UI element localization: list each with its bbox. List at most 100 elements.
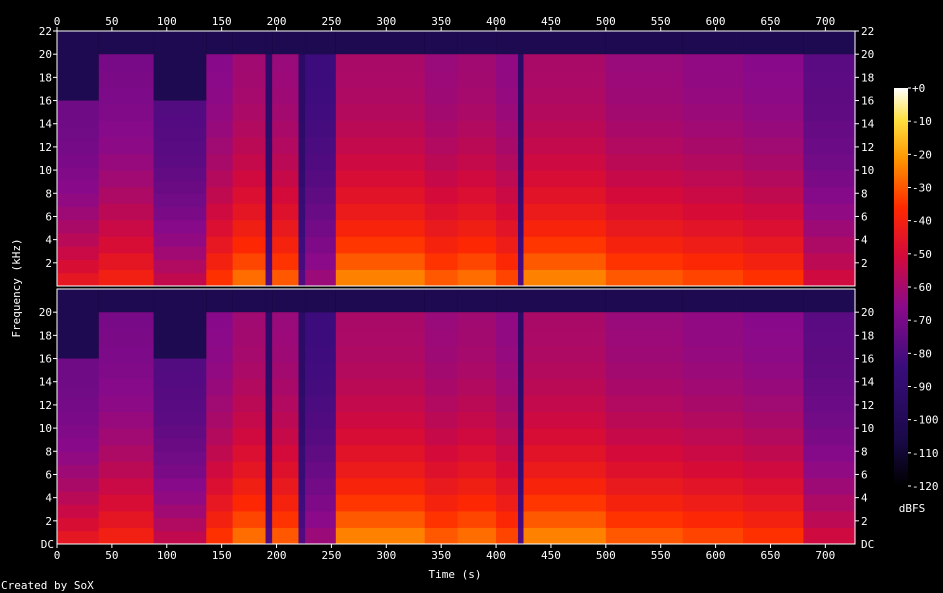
segment-band [682,186,744,204]
segment-band [803,70,856,88]
segment-band [335,87,426,105]
segment-band [232,461,267,479]
segment-band [232,87,267,105]
segment-band [518,428,525,446]
segment-band [496,328,519,346]
segment-band [335,312,426,330]
segment-13 [496,289,519,545]
segment-band [98,328,155,346]
segment-band [682,444,744,462]
segment-band [57,193,100,208]
segment-band [265,444,273,462]
segment-band [605,103,684,121]
y-tick-label-right: 18 [861,329,874,342]
segment-band [743,510,804,528]
segment-band [272,361,299,379]
segment-band [272,494,299,512]
segment-band [424,527,459,545]
colorbar [894,88,908,486]
segment-band [518,87,525,105]
segment-band [153,491,207,505]
segment-cutoff-region [743,31,804,55]
segment-band [298,494,306,512]
segment-cutoff-region [57,31,99,101]
segment-cutoff-region [424,289,458,313]
segment-band [457,394,497,413]
segment-band [57,272,100,287]
segment-band [682,54,744,72]
segment-band [272,527,299,545]
segment-band [743,394,804,413]
segment-16 [605,31,684,287]
segment-band [265,186,273,204]
segment-band [523,252,607,270]
x-tick-label-bottom: 450 [541,549,561,562]
segment-band [206,219,234,237]
segment-band [518,444,525,462]
segment-band [232,103,267,121]
segment-band [232,328,267,346]
segment-band [803,170,856,188]
segment-band [272,203,299,221]
segment-band [98,103,155,121]
segment-band [305,269,337,287]
segment-band [335,153,426,171]
segment-band [605,186,684,204]
segment-band [298,87,306,105]
segment-10 [335,31,426,287]
y-tick-label-right: 8 [861,187,868,200]
segment-band [496,236,519,254]
segment-band [457,252,497,270]
segment-band [682,103,744,121]
segment-18 [743,289,804,545]
segment-band [424,153,459,171]
colorbar-tick-label: -10 [912,115,932,128]
segment-band [265,170,273,188]
segment-12 [457,31,497,287]
segment-band [523,361,607,379]
segment-band [523,527,607,545]
segment-band [743,312,804,330]
segment-band [457,186,497,204]
segment-band [518,312,525,330]
segment-band [457,170,497,188]
segment-band [232,120,267,138]
segment-band [272,328,299,346]
segment-band [605,378,684,396]
x-tick-label-top: 650 [761,15,781,28]
segment-band [265,510,273,528]
segment-band [265,345,273,363]
segment-band [305,328,337,346]
segment-band [518,527,525,545]
segment-band [298,477,306,495]
segment-band [803,461,856,479]
colorbar-tick-label: -20 [912,148,932,161]
segment-band [496,252,519,270]
segment-band [424,510,459,528]
segment-band [803,494,856,512]
segment-band [743,361,804,379]
segment-band [496,87,519,105]
segment-band [682,312,744,330]
segment-band [57,219,100,234]
segment-6 [265,289,273,545]
segment-band [523,103,607,121]
segment-band [305,70,337,88]
segment-band [305,236,337,254]
segment-band [605,477,684,495]
segment-band [298,186,306,204]
segment-band [518,120,525,138]
segment-band [305,103,337,121]
segment-band [518,219,525,237]
segment-cutoff-region [98,289,154,313]
segment-band [605,252,684,270]
segment-band [305,428,337,446]
segment-band [457,328,497,346]
segment-band [98,494,155,512]
segment-band [98,252,155,270]
segment-band [153,100,207,115]
segment-band [206,136,234,155]
segment-band [496,186,519,204]
segment-band [153,517,207,532]
segment-band [232,70,267,88]
